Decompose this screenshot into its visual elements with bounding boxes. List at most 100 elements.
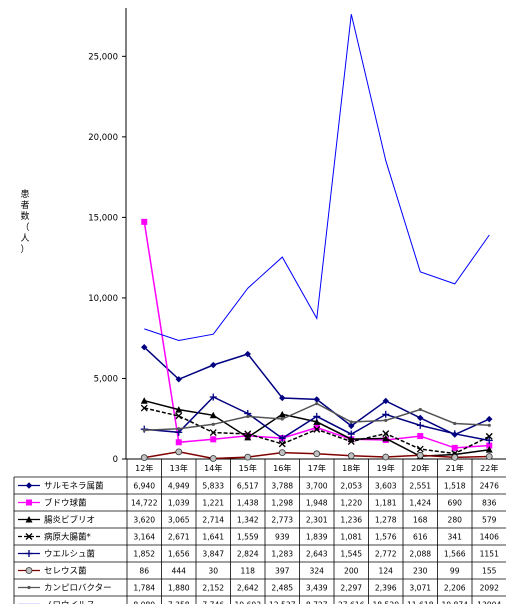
legend-key-marker: [25, 516, 33, 523]
data-label: 27,616: [338, 601, 365, 604]
data-point: [384, 418, 388, 423]
data-label: 99: [450, 567, 460, 576]
data-label: 124: [379, 567, 394, 576]
legend-label: ノロウイルス: [44, 601, 95, 604]
data-point: [382, 397, 389, 405]
legend-key-marker: [25, 533, 33, 540]
data-point: [279, 394, 286, 402]
x-tick-label: 14年: [204, 463, 222, 473]
data-point: [141, 218, 148, 225]
data-point: [382, 453, 390, 461]
data-label: 1,559: [237, 533, 259, 542]
data-label: 1,298: [271, 499, 293, 508]
x-tick-label: 21年: [446, 463, 464, 473]
data-label: 324: [310, 567, 325, 576]
data-point: [244, 350, 251, 358]
data-label: 1,039: [168, 499, 190, 508]
data-label: 1406: [480, 533, 499, 542]
data-label: 397: [275, 567, 290, 576]
data-label: 2,206: [444, 584, 466, 593]
data-point: [140, 397, 148, 404]
data-label: 939: [275, 533, 290, 542]
data-point: [141, 344, 148, 351]
x-tick-label: 12年: [135, 463, 153, 473]
data-point: [175, 406, 183, 413]
data-point: [177, 427, 181, 431]
y-axis-label-char: 者: [20, 201, 30, 211]
data-label: 1,839: [306, 533, 328, 542]
x-tick-label: 17年: [308, 463, 326, 473]
data-point: [211, 422, 215, 426]
data-label: 1,518: [444, 482, 466, 491]
x-tick-label: 22年: [480, 463, 498, 473]
data-label: 30: [208, 567, 218, 576]
data-point: [244, 430, 252, 438]
data-label: 12,537: [269, 601, 296, 604]
data-label: 13904: [477, 601, 501, 604]
data-label: 3,439: [306, 584, 328, 593]
data-point: [142, 428, 146, 432]
data-label: 118: [241, 567, 256, 576]
x-tick-label: 13年: [170, 463, 188, 473]
y-tick-label: 0: [113, 455, 118, 465]
data-label: 1,948: [306, 499, 328, 508]
data-label: 1151: [480, 550, 499, 559]
data-point: [349, 420, 353, 424]
data-label: 155: [482, 567, 497, 576]
data-label: 7,358: [168, 601, 190, 604]
data-point: [280, 417, 284, 421]
data-label: 1,641: [202, 533, 224, 542]
data-label: 5,833: [202, 482, 224, 491]
data-label: 18,520: [372, 601, 399, 604]
data-label: 836: [482, 499, 497, 508]
legend-label: サルモネラ属菌: [44, 481, 104, 492]
data-point: [451, 454, 459, 461]
data-label: 2092: [480, 584, 499, 593]
data-label: 10,603: [234, 601, 261, 604]
series-line: [144, 14, 490, 342]
legend-key-marker: [25, 567, 33, 574]
data-label: 86: [139, 567, 149, 576]
data-point: [175, 412, 183, 420]
y-axis-label-char: （: [20, 223, 30, 233]
data-label: 341: [448, 533, 463, 542]
data-point: [416, 445, 424, 453]
data-point: [209, 429, 217, 437]
data-label: 2,088: [409, 550, 431, 559]
y-axis-label-char: 数: [20, 212, 30, 222]
data-label: 2,053: [340, 482, 362, 491]
data-label: 280: [448, 516, 463, 525]
y-tick-label: 20,000: [88, 133, 118, 143]
data-point: [382, 430, 390, 438]
data-label: 1,424: [409, 499, 431, 508]
legend-label: カンピロバクター: [44, 584, 112, 594]
legend-key-marker: [25, 482, 33, 489]
data-label: 690: [448, 499, 463, 508]
data-point: [278, 440, 286, 448]
x-tick-label: 18年: [342, 463, 360, 473]
data-point: [453, 421, 457, 426]
data-point: [348, 422, 355, 430]
data-point: [485, 446, 493, 453]
y-axis-label-char: 人: [20, 234, 30, 244]
data-label: 3,700: [306, 482, 328, 491]
data-label: 1,576: [375, 533, 397, 542]
data-point: [313, 424, 320, 431]
data-label: 1,236: [340, 516, 362, 525]
legend-key-marker: [27, 585, 31, 590]
y-tick-label: 25,000: [88, 52, 118, 62]
legend-label: ブドウ球菌: [44, 498, 87, 509]
data-point: [485, 453, 493, 460]
data-label: 6,940: [133, 482, 155, 491]
data-label: 230: [413, 567, 428, 576]
data-point: [140, 404, 148, 412]
data-point: [244, 433, 252, 441]
data-label: 2,642: [237, 584, 259, 593]
data-label: 1,342: [237, 516, 259, 525]
y-tick-label: 15,000: [88, 213, 118, 223]
data-label: 2476: [480, 482, 499, 491]
data-label: 7,746: [202, 601, 224, 604]
data-point: [416, 451, 424, 459]
data-point: [246, 414, 250, 419]
data-label: 3,164: [133, 533, 155, 542]
